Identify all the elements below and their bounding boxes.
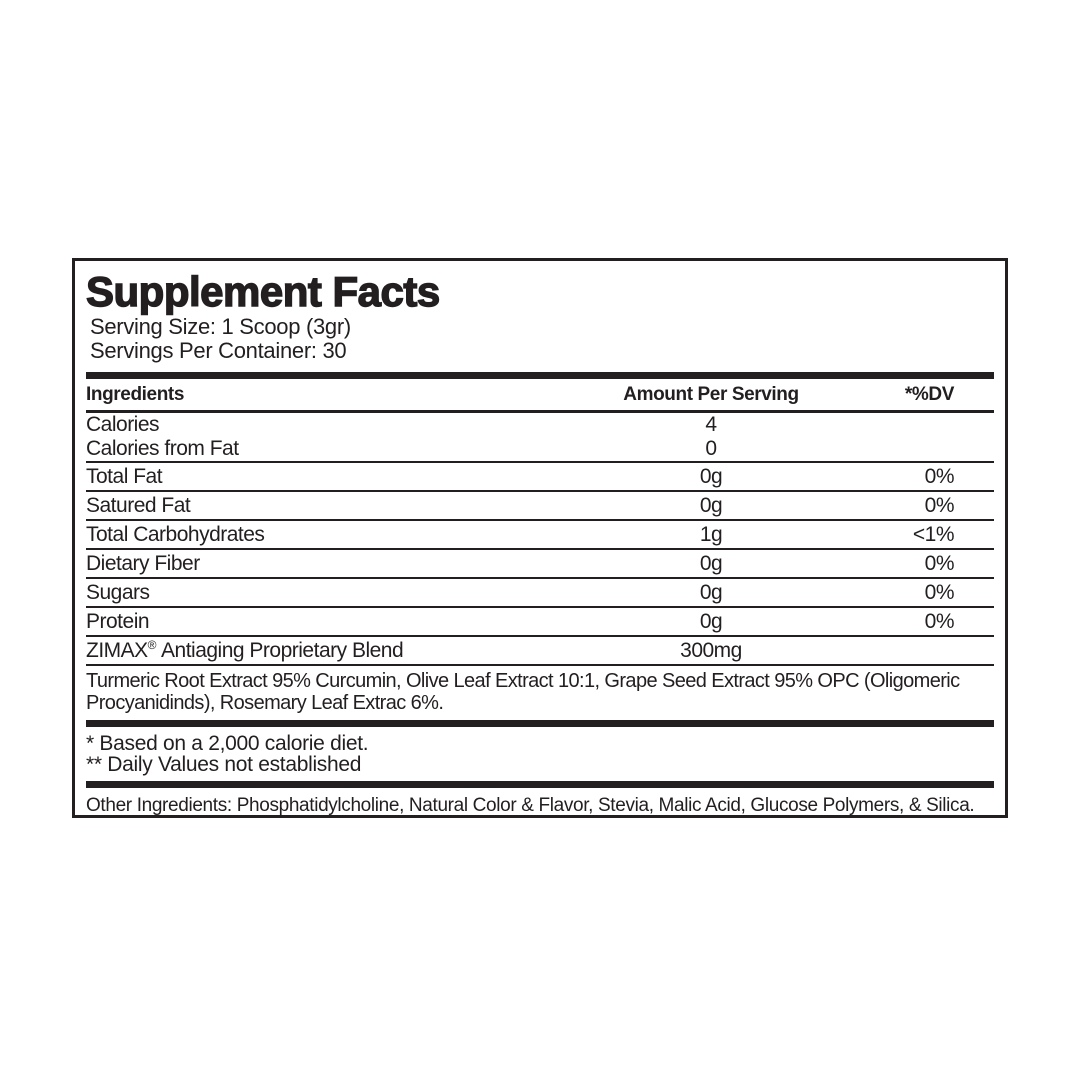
ingredient-amount: 0 xyxy=(705,437,717,460)
footnotes: * Based on a 2,000 calorie diet. ** Dail… xyxy=(86,727,994,781)
ingredient-amount: 0g xyxy=(699,609,723,633)
ingredient-dv: 0% xyxy=(924,464,955,488)
footnote-calorie-diet: * Based on a 2,000 calorie diet. xyxy=(86,732,369,755)
table-row-total-carbohydrates: Total Carbohydrates 1g <1% xyxy=(86,519,994,548)
ingredient-name: Sugars xyxy=(86,580,150,604)
servings-per-container: Servings Per Container: 30 xyxy=(90,338,347,363)
ingredient-name: Total Fat xyxy=(86,464,163,488)
ingredient-amount: 0g xyxy=(699,580,723,604)
ingredient-name: Calories xyxy=(86,413,160,436)
supplement-facts-panel: Supplement Facts Serving Size: 1 Scoop (… xyxy=(72,258,1008,818)
column-dv: *%DV xyxy=(904,383,954,405)
ingredient-amount: 1g xyxy=(699,522,723,546)
ingredient-dv: 0% xyxy=(924,609,955,633)
ingredient-amount: 4 xyxy=(705,413,717,436)
ingredient-amount: 0g xyxy=(699,464,723,488)
ingredient-name: Total Carbohydrates xyxy=(86,522,265,546)
blend-amount: 300mg xyxy=(680,638,742,662)
divider-thick-bottom xyxy=(86,781,994,788)
table-row-sugars: Sugars 0g 0% xyxy=(86,577,994,606)
table-row-calories-from-fat: Calories from Fat 0 xyxy=(86,437,994,461)
panel-title: Supplement Facts xyxy=(85,267,441,315)
divider-thick-middle xyxy=(86,720,994,727)
ingredient-name: Calories from Fat xyxy=(86,437,239,460)
table-row-satured-fat: Satured Fat 0g 0% xyxy=(86,490,994,519)
ingredient-dv: 0% xyxy=(924,580,955,604)
blend-brand: ZIMAX xyxy=(86,638,148,662)
registered-trademark-symbol: ® xyxy=(147,637,157,652)
blend-title-rest: Antiaging Proprietary Blend xyxy=(161,638,404,662)
ingredient-name: Satured Fat xyxy=(86,493,191,517)
column-amount-per-serving: Amount Per Serving xyxy=(623,383,799,405)
ingredient-name: Dietary Fiber xyxy=(86,551,200,575)
ingredient-name: Protein xyxy=(86,609,150,633)
ingredient-dv: 0% xyxy=(924,493,955,517)
ingredient-amount: 0g xyxy=(699,493,723,517)
ingredient-dv: <1% xyxy=(912,522,955,546)
column-ingredients: Ingredients xyxy=(86,383,185,405)
blend-name: ZIMAX® Antiaging Proprietary Blend xyxy=(86,639,606,663)
table-row-protein: Protein 0g 0% xyxy=(86,606,994,635)
table-header: Ingredients Amount Per Serving *%DV xyxy=(86,379,994,413)
footnote-daily-values: ** Daily Values not established xyxy=(86,753,362,776)
table-row-dietary-fiber: Dietary Fiber 0g 0% xyxy=(86,548,994,577)
blend-description: Turmeric Root Extract 95% Curcumin, Oliv… xyxy=(86,664,994,720)
divider-thick-top xyxy=(86,372,994,379)
ingredient-amount: 0g xyxy=(699,551,723,575)
table-row-calories: Calories 4 xyxy=(86,413,994,437)
table-row-total-fat: Total Fat 0g 0% xyxy=(86,461,994,490)
other-ingredients: Other Ingredients: Phosphatidylcholine, … xyxy=(86,795,975,816)
ingredient-dv: 0% xyxy=(924,551,955,575)
serving-size: Serving Size: 1 Scoop (3gr) xyxy=(90,314,351,339)
table-row-zimax-blend: ZIMAX® Antiaging Proprietary Blend 300mg xyxy=(86,635,994,664)
